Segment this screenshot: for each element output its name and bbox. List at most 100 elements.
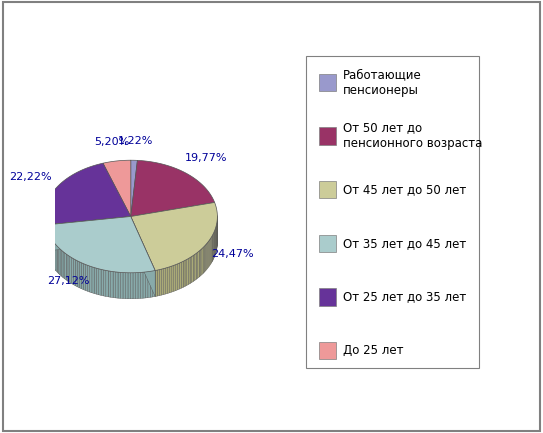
Polygon shape: [202, 247, 203, 275]
Polygon shape: [190, 256, 192, 284]
Polygon shape: [45, 216, 131, 251]
Polygon shape: [131, 160, 214, 216]
Polygon shape: [123, 272, 125, 299]
Polygon shape: [94, 268, 97, 294]
Polygon shape: [103, 160, 131, 216]
Text: От 50 лет до
пенсионного возраста: От 50 лет до пенсионного возраста: [343, 122, 482, 150]
Polygon shape: [166, 268, 168, 294]
Polygon shape: [111, 271, 113, 297]
Polygon shape: [163, 268, 166, 294]
Polygon shape: [48, 233, 49, 261]
Text: 5,20%: 5,20%: [94, 136, 129, 146]
Polygon shape: [131, 216, 155, 297]
Polygon shape: [214, 230, 215, 258]
Polygon shape: [75, 260, 77, 287]
Polygon shape: [52, 239, 53, 266]
Polygon shape: [192, 255, 193, 282]
Text: 27,12%: 27,12%: [47, 276, 89, 286]
Polygon shape: [199, 250, 200, 277]
Polygon shape: [116, 272, 118, 298]
Polygon shape: [193, 254, 195, 281]
Polygon shape: [87, 265, 90, 292]
Text: 1,22%: 1,22%: [118, 136, 153, 145]
Polygon shape: [200, 249, 202, 276]
Polygon shape: [97, 268, 99, 295]
FancyBboxPatch shape: [319, 127, 337, 145]
Polygon shape: [188, 258, 190, 284]
Polygon shape: [204, 245, 205, 272]
Polygon shape: [172, 265, 174, 292]
Polygon shape: [138, 272, 141, 299]
Polygon shape: [45, 216, 131, 251]
Polygon shape: [118, 272, 121, 298]
Polygon shape: [103, 270, 106, 296]
Polygon shape: [113, 271, 116, 298]
Text: От 35 лет до 45 лет: От 35 лет до 45 лет: [343, 237, 466, 250]
Polygon shape: [85, 265, 87, 291]
Polygon shape: [128, 273, 130, 299]
Polygon shape: [178, 263, 180, 290]
Polygon shape: [131, 203, 217, 271]
Polygon shape: [203, 246, 204, 273]
Polygon shape: [90, 266, 92, 293]
Polygon shape: [130, 273, 133, 299]
Text: 22,22%: 22,22%: [10, 172, 52, 182]
Polygon shape: [63, 252, 65, 279]
Polygon shape: [54, 242, 55, 269]
Text: От 25 лет до 35 лет: От 25 лет до 35 лет: [343, 291, 466, 304]
Polygon shape: [146, 271, 148, 298]
FancyBboxPatch shape: [319, 74, 337, 91]
Polygon shape: [106, 270, 108, 297]
Polygon shape: [160, 269, 162, 296]
Polygon shape: [92, 267, 94, 294]
Polygon shape: [56, 245, 57, 272]
Polygon shape: [157, 270, 160, 296]
Polygon shape: [46, 228, 47, 256]
Polygon shape: [68, 255, 70, 282]
Text: 24,47%: 24,47%: [211, 249, 254, 259]
Polygon shape: [59, 248, 60, 275]
Polygon shape: [60, 249, 61, 276]
Polygon shape: [153, 271, 155, 297]
Polygon shape: [170, 266, 172, 293]
Polygon shape: [187, 259, 188, 285]
Polygon shape: [131, 160, 137, 216]
Polygon shape: [133, 273, 135, 299]
Polygon shape: [148, 271, 150, 297]
Polygon shape: [61, 250, 63, 278]
Text: От 45 лет до 50 лет: От 45 лет до 50 лет: [343, 183, 466, 196]
Polygon shape: [65, 253, 66, 280]
FancyBboxPatch shape: [306, 56, 479, 368]
Text: 19,77%: 19,77%: [185, 153, 227, 163]
Text: Работающие
пенсионеры: Работающие пенсионеры: [343, 68, 422, 97]
Polygon shape: [207, 241, 209, 268]
Polygon shape: [162, 268, 163, 295]
Polygon shape: [198, 251, 199, 278]
Polygon shape: [77, 261, 79, 288]
Polygon shape: [195, 253, 197, 280]
Polygon shape: [57, 246, 59, 274]
Polygon shape: [180, 262, 181, 289]
Polygon shape: [45, 216, 155, 273]
Polygon shape: [209, 240, 210, 267]
Polygon shape: [79, 262, 81, 289]
Polygon shape: [72, 258, 73, 284]
Polygon shape: [211, 236, 212, 263]
Polygon shape: [99, 269, 101, 295]
Polygon shape: [143, 272, 146, 298]
Polygon shape: [168, 267, 170, 294]
Polygon shape: [125, 273, 128, 299]
Polygon shape: [101, 269, 103, 296]
FancyBboxPatch shape: [319, 288, 337, 306]
Polygon shape: [197, 252, 198, 279]
Polygon shape: [50, 238, 52, 265]
Polygon shape: [108, 271, 111, 297]
Polygon shape: [47, 231, 48, 259]
Polygon shape: [53, 240, 54, 268]
Polygon shape: [70, 256, 72, 284]
Polygon shape: [131, 216, 155, 297]
Polygon shape: [81, 263, 83, 290]
Polygon shape: [210, 239, 211, 266]
Polygon shape: [150, 271, 153, 297]
Polygon shape: [141, 272, 143, 298]
